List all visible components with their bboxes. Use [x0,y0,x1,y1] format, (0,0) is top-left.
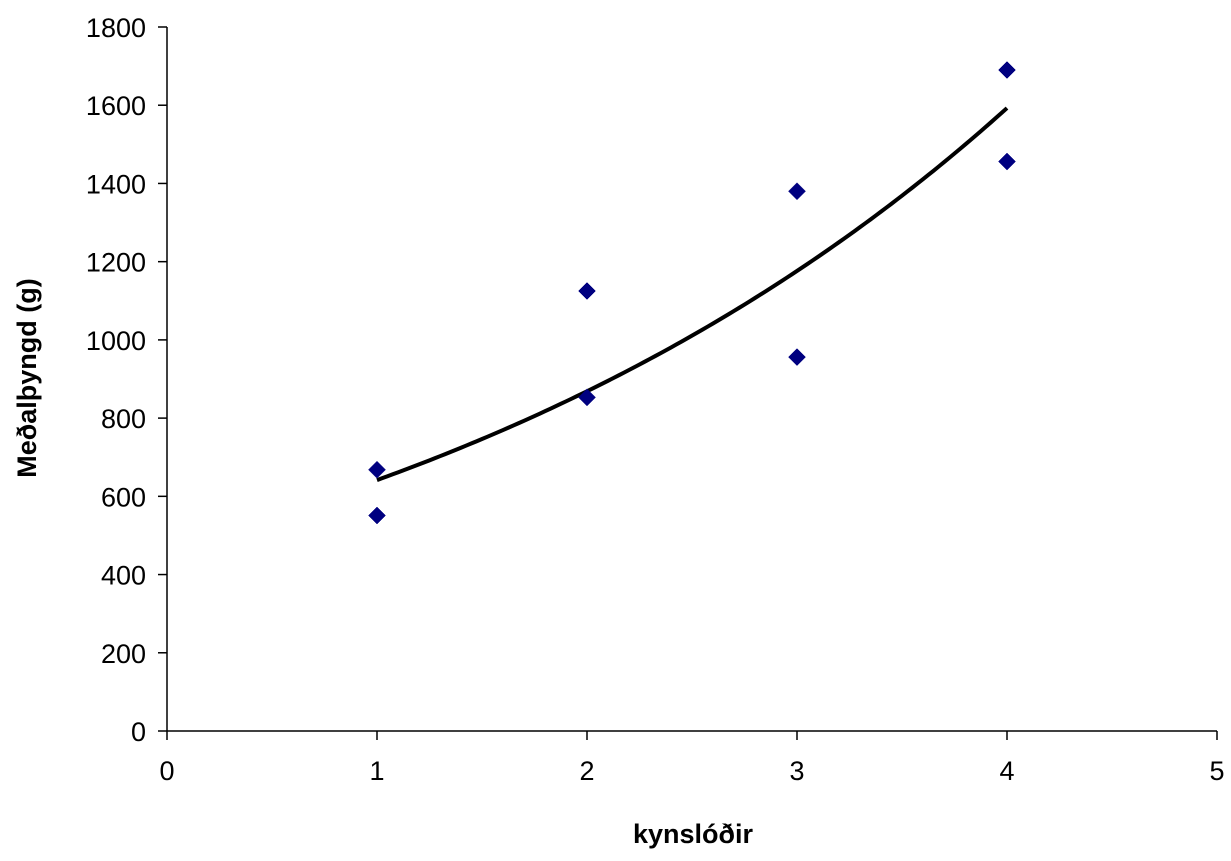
x-tick-label: 4 [999,756,1014,786]
y-axis-ticks: 0 200 400 600 800 1000 1200 1400 1600 1800 [86,13,167,747]
y-tick-label: 200 [101,639,146,669]
y-tick-label: 1200 [86,248,146,278]
x-tick-label: 1 [369,756,384,786]
data-point [788,348,806,366]
x-axis-title: kynslóðir [633,819,754,849]
data-point [788,182,806,201]
data-points [368,61,1016,525]
x-tick-label: 3 [789,756,804,786]
data-point [368,506,386,525]
x-axis-ticks: 0 1 2 3 4 5 [159,731,1225,786]
x-tick-label: 2 [579,756,594,786]
data-point [578,282,596,300]
y-tick-label: 600 [101,482,146,512]
data-point [578,388,596,407]
y-tick-label: 400 [101,561,146,591]
data-point [998,152,1016,171]
y-tick-label: 1000 [86,326,146,356]
y-tick-label: 1600 [86,91,146,121]
y-tick-label: 0 [131,717,146,747]
data-point [998,61,1016,79]
data-point [368,460,386,479]
y-tick-label: 800 [101,404,146,434]
x-tick-label: 5 [1209,756,1224,786]
trendline [376,106,1009,482]
y-tick-label: 1400 [86,169,146,199]
y-axis-title: Meðalþyngd (g) [12,278,42,477]
y-tick-label: 1800 [86,13,146,43]
x-tick-label: 0 [159,756,174,786]
